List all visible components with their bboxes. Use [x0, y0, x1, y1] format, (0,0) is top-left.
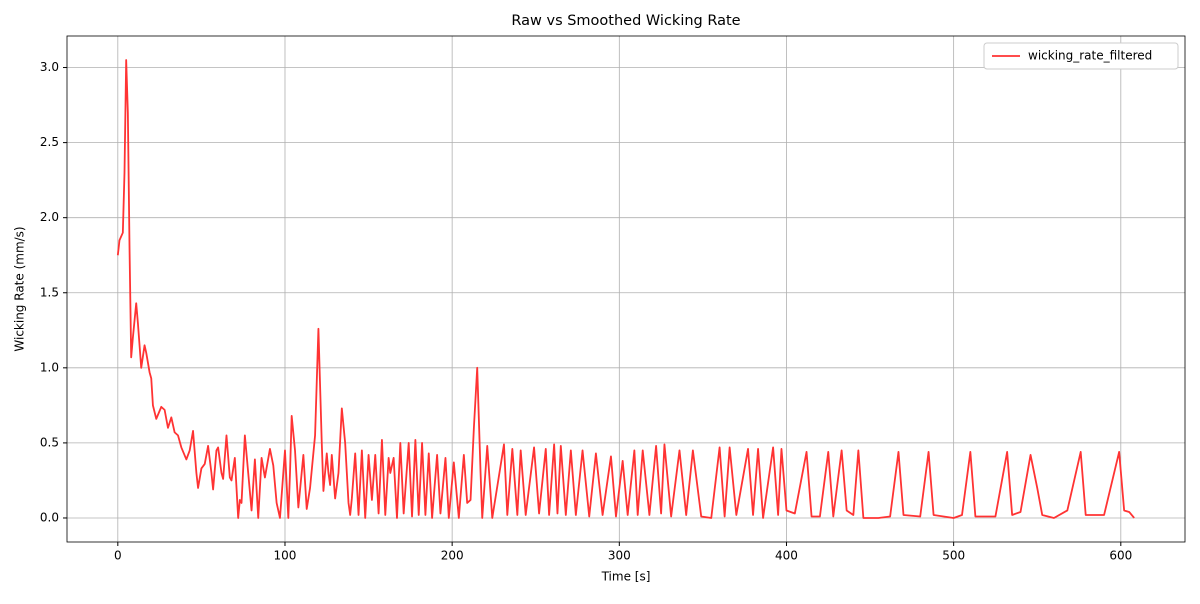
- legend-label: wicking_rate_filtered: [1028, 49, 1152, 63]
- y-tick-label: 1.5: [40, 285, 59, 299]
- plot-frame: [66, 35, 1186, 543]
- y-axis-label: Wicking Rate (mm/s): [13, 226, 27, 351]
- x-tick-label: 200: [441, 549, 464, 563]
- x-tick-label: 300: [608, 549, 631, 563]
- x-axis-label: Time [s]: [601, 570, 651, 584]
- legend-box: [983, 42, 1179, 70]
- x-tick-label: 100: [274, 549, 297, 563]
- x-tick-label: 400: [775, 549, 798, 563]
- y-tick-label: 0.5: [40, 435, 59, 449]
- y-tick-label: 3.0: [40, 60, 59, 74]
- y-tick-label: 2.5: [40, 135, 59, 149]
- y-tick-label: 2.0: [40, 210, 59, 224]
- x-tick-label: 600: [1109, 549, 1132, 563]
- x-tick-label: 500: [942, 549, 965, 563]
- chart-title: Raw vs Smoothed Wicking Rate: [511, 13, 740, 29]
- x-tick-label: 0: [114, 549, 122, 563]
- y-tick-label: 0.0: [40, 510, 59, 524]
- data-line: [116, 59, 1135, 519]
- y-tick-label: 1.0: [40, 360, 59, 374]
